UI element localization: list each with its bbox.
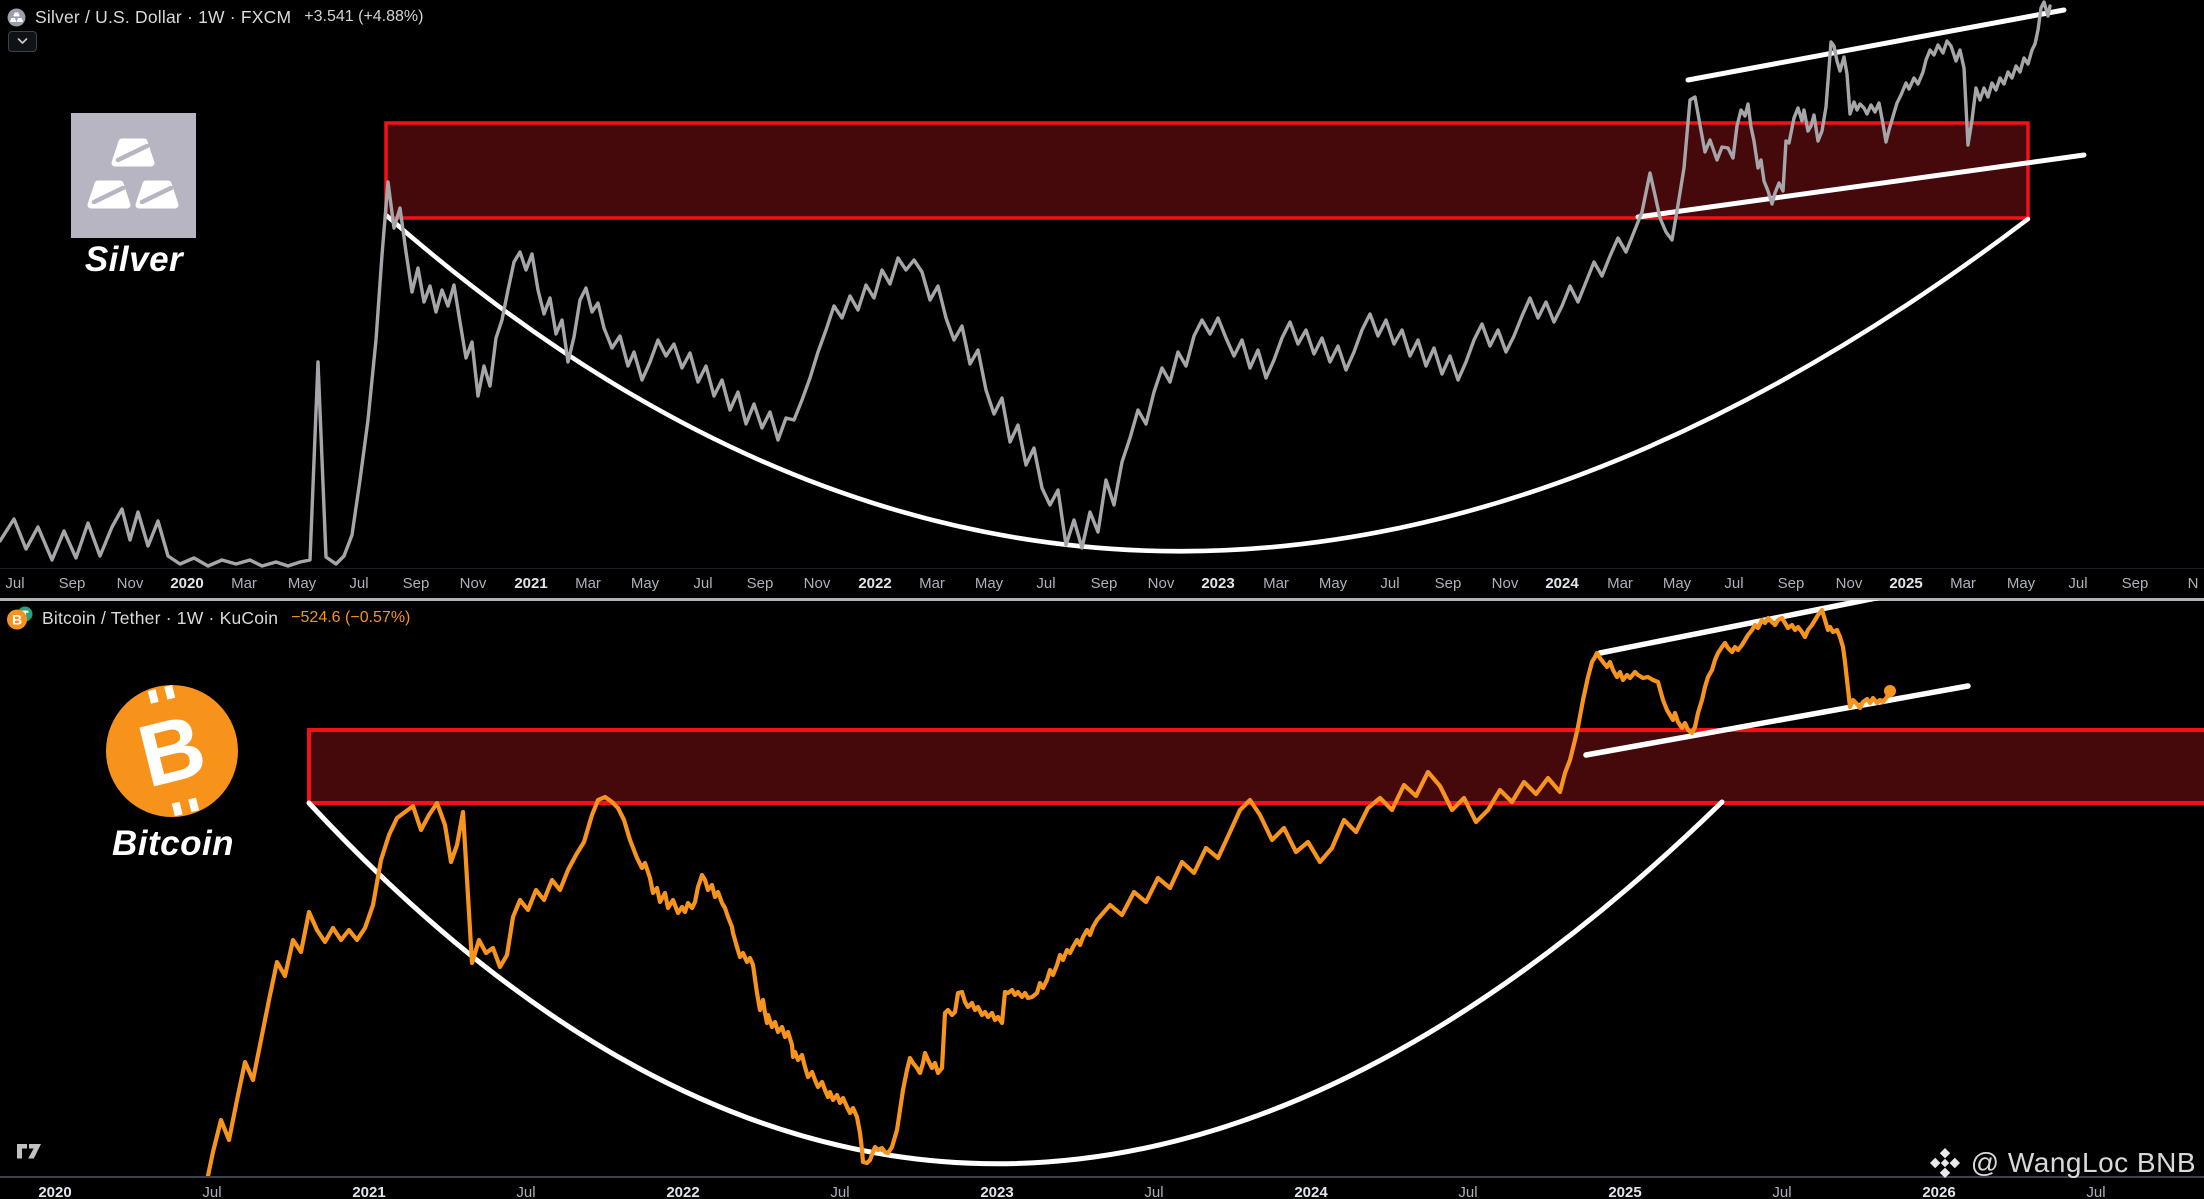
resistance-zone[interactable]: [384, 121, 2030, 220]
x-axis-label: Mar: [1950, 575, 1976, 592]
x-axis-label: Sep: [746, 575, 774, 592]
x-axis-label: N: [2187, 575, 2199, 592]
x-axis-label: Nov: [1835, 575, 1863, 592]
x-axis-label: Sep: [1777, 575, 1805, 592]
x-axis-label: Sep: [58, 575, 86, 592]
price-line: [205, 607, 1893, 1176]
silver-chart-legend[interactable]: Silver / U.S. Dollar · 1W · FXCM +3.541 …: [7, 5, 423, 29]
x-axis-label: Sep: [2121, 575, 2149, 592]
x-axis-label: Jul: [1380, 575, 1400, 592]
bitcoin-logo-icon: B: [106, 685, 238, 817]
silver-ingots-icon: [71, 113, 196, 238]
x-axis-label: Jul: [830, 1184, 850, 1199]
silver-time-axis[interactable]: Jul Sep Nov 2020 Mar May Jul Sep Nov 2021 Mar May Ju…: [0, 568, 2204, 599]
silver-pair-icon: [7, 8, 26, 27]
axis-separator: [0, 1176, 2204, 1178]
chevron-down-icon: [17, 38, 28, 44]
x-axis-label: Mar: [1263, 575, 1289, 592]
x-axis-label: 2022: [666, 1184, 700, 1199]
x-axis-label: Jul: [2068, 575, 2088, 592]
x-axis-label: 2023: [980, 1184, 1014, 1199]
trendline-drawing[interactable]: [1635, 152, 2087, 220]
watermark-text: @ WangLoc BNB: [1970, 1147, 2196, 1178]
x-axis-label: 2022: [858, 575, 892, 592]
bitcoin-chart-canvas[interactable]: [0, 600, 2204, 1176]
price-change: −524.6 (−0.57%): [291, 609, 411, 626]
trendline-drawing[interactable]: [1597, 600, 1916, 656]
bitcoin-tether-pair-icon: B: [7, 606, 33, 630]
price-change: +3.541 (+4.88%): [304, 8, 424, 25]
price-line: [0, 0, 2052, 568]
legend-collapse-button[interactable]: [8, 31, 37, 52]
silver-badge-label: Silver: [84, 240, 184, 279]
x-axis-label: Mar: [575, 575, 601, 592]
x-axis-label: Nov: [116, 575, 144, 592]
silver-chart-canvas[interactable]: [0, 0, 2204, 568]
cup-curve-drawing[interactable]: [306, 799, 1725, 1167]
x-axis-label: Sep: [402, 575, 430, 592]
bitcoin-logo-icon: [7, 609, 27, 630]
x-axis-label: Jul: [1144, 1184, 1164, 1199]
x-axis-label: 2026: [1922, 1184, 1956, 1199]
x-axis-label: 2020: [170, 575, 204, 592]
cup-curve-drawing[interactable]: [384, 213, 2031, 554]
watermark: @ WangLoc BNB: [1927, 1145, 2196, 1181]
bitcoin-chart-legend[interactable]: B Bitcoin / Tether · 1W · KuCoin −524.6 …: [7, 606, 410, 630]
x-axis-label: 2024: [1294, 1184, 1328, 1199]
x-axis-label: Sep: [1434, 575, 1462, 592]
x-axis-label: May: [1662, 575, 1692, 592]
x-axis-label: May: [1318, 575, 1348, 592]
x-axis-label: 2021: [352, 1184, 386, 1199]
x-axis-label: May: [974, 575, 1004, 592]
x-axis-label: 2023: [1201, 575, 1235, 592]
last-price-dot: [1884, 685, 1896, 697]
binance-logo-icon: [1929, 1148, 1960, 1178]
x-axis-label: Jul: [202, 1184, 222, 1199]
svg-text:B: B: [12, 612, 22, 628]
x-axis-label: 2020: [38, 1184, 72, 1199]
bitcoin-time-axis[interactable]: 2020 Jul 2021 Jul 2022 Jul 2023 Jul 2024 Jul 2025 J…: [0, 1178, 2204, 1199]
symbol-title[interactable]: Silver / U.S. Dollar · 1W · FXCM: [35, 6, 292, 27]
tradingview-logo-icon[interactable]: [16, 1141, 43, 1166]
x-axis-label: May: [287, 575, 317, 592]
x-axis-label: 2024: [1545, 575, 1579, 592]
x-axis-label: Mar: [1607, 575, 1633, 592]
x-axis-label: Nov: [803, 575, 831, 592]
x-axis-label: Jul: [1036, 575, 1056, 592]
x-axis-label: Jul: [1724, 575, 1744, 592]
x-axis-label: Nov: [1147, 575, 1175, 592]
x-axis-label: Jul: [2086, 1184, 2106, 1199]
x-axis-label: Jul: [5, 575, 25, 592]
x-axis-label: 2025: [1608, 1184, 1642, 1199]
x-axis-label: Sep: [1090, 575, 1118, 592]
x-axis-label: Jul: [1772, 1184, 1792, 1199]
bitcoin-badge-label: Bitcoin: [111, 824, 235, 863]
x-axis-label: 2021: [514, 575, 548, 592]
x-axis-label: Jul: [1458, 1184, 1478, 1199]
pane-splitter[interactable]: [0, 598, 2204, 601]
x-axis-label: 2025: [1889, 575, 1923, 592]
x-axis-label: Nov: [1491, 575, 1519, 592]
symbol-title[interactable]: Bitcoin / Tether · 1W · KuCoin: [42, 607, 279, 628]
x-axis-label: Jul: [516, 1184, 536, 1199]
x-axis-label: Mar: [231, 575, 257, 592]
x-axis-label: Jul: [693, 575, 713, 592]
x-axis-label: May: [630, 575, 660, 592]
trendline-drawing[interactable]: [1685, 7, 2067, 83]
x-axis-label: May: [2006, 575, 2036, 592]
x-axis-label: Nov: [459, 575, 487, 592]
x-axis-label: Mar: [919, 575, 945, 592]
resistance-zone[interactable]: [307, 728, 2204, 805]
x-axis-label: Jul: [349, 575, 369, 592]
trendline-drawing[interactable]: [1583, 683, 1971, 758]
